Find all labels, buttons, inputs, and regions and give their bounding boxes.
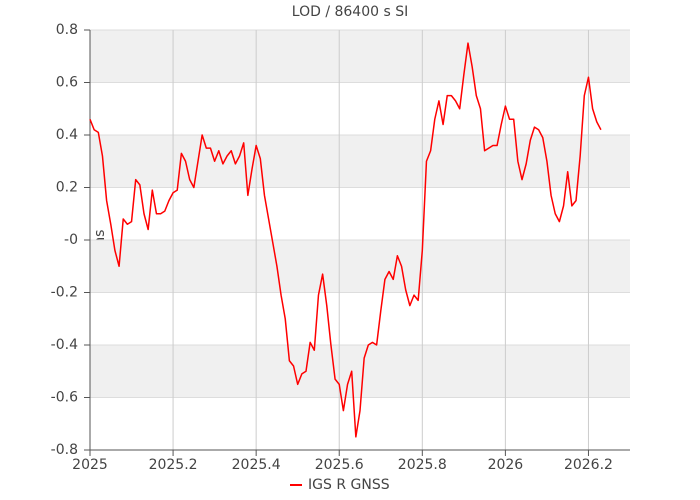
y-tick-label: 0.6 — [56, 75, 78, 91]
legend-label: IGS R GNSS — [308, 477, 390, 493]
x-tick-label: 2025.6 — [315, 457, 364, 473]
grid-band — [90, 345, 630, 398]
x-tick-label: 2025 — [72, 457, 108, 473]
y-tick-label: 0.2 — [56, 180, 78, 196]
grid-band — [90, 240, 630, 293]
y-tick-label: -0.6 — [51, 390, 78, 406]
y-tick-label: -0.2 — [51, 285, 78, 301]
x-tick-label: 2025.2 — [149, 457, 198, 473]
x-tick-label: 2025.8 — [398, 457, 447, 473]
y-tick-label: 0.8 — [56, 22, 78, 38]
x-tick-label: 2025.4 — [232, 457, 281, 473]
y-tick-label: -0 — [64, 232, 78, 248]
y-tick-label: -0.4 — [51, 337, 78, 353]
y-tick-label: 0.4 — [56, 127, 78, 143]
y-tick-label: -0.8 — [51, 442, 78, 458]
grid-band — [90, 30, 630, 83]
chart-title: LOD / 86400 s SI — [292, 4, 408, 20]
series-line — [89, 42, 602, 438]
x-tick-label: 2026 — [488, 457, 524, 473]
background — [89, 29, 630, 451]
x-tick-label: 2026.2 — [564, 457, 613, 473]
